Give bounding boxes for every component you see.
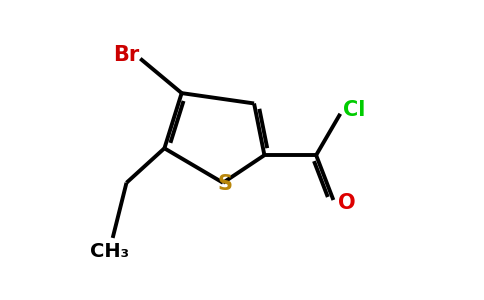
Text: O: O: [338, 194, 356, 213]
Text: Cl: Cl: [343, 100, 365, 120]
Text: CH₃: CH₃: [90, 242, 129, 261]
Text: S: S: [217, 175, 232, 194]
Text: Br: Br: [113, 45, 139, 65]
